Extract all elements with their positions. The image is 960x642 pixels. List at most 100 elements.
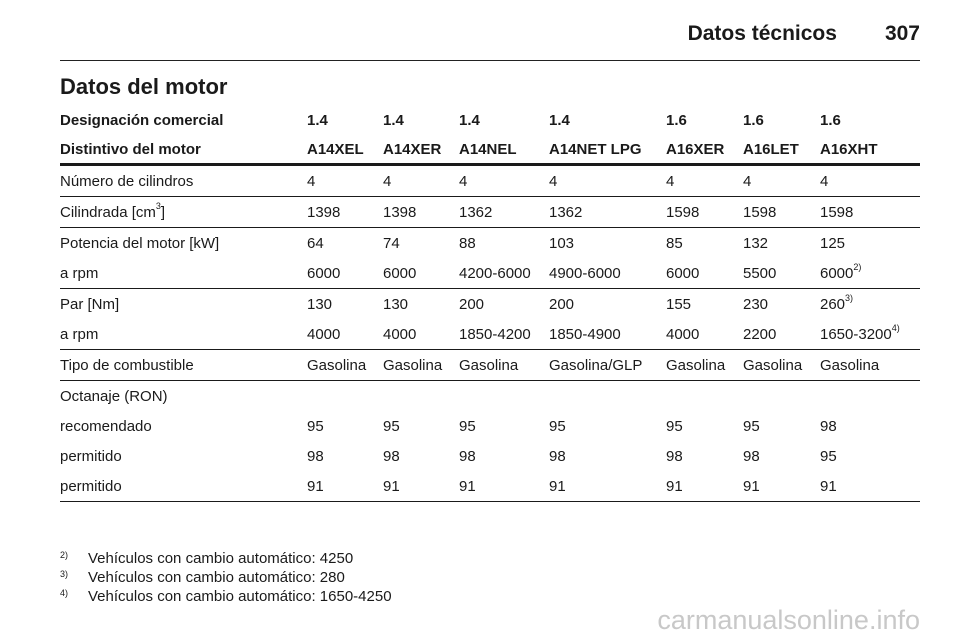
row-label: Tipo de combustible [60, 349, 307, 381]
value-cell: Gasolina/GLP [549, 349, 666, 381]
value-cell: 1598 [820, 196, 920, 228]
engine-code-cell: A16XHT [820, 135, 920, 166]
table-row: permitido 91 91 91 91 91 91 91 [60, 471, 920, 502]
row-label: permitido [60, 447, 122, 465]
value-cell: 132 [743, 234, 769, 252]
value-cell: 91 [383, 471, 459, 502]
designation-cell: 1.4 [549, 111, 570, 129]
value-cell: 98 [666, 447, 683, 465]
value-cell: 4 [459, 164, 549, 197]
value-cell: 4900-6000 [549, 258, 666, 289]
value-cell: 6000 [666, 258, 743, 289]
value-cell: 4000 [383, 319, 459, 350]
row-label: Cilindrada [cm3] [60, 196, 307, 228]
engine-code-cell: A14NEL [459, 135, 549, 166]
value-cell: 98 [459, 447, 476, 465]
designation-cell: 1.6 [820, 111, 841, 129]
engine-code-cell: A16LET [743, 135, 820, 166]
value-cell: 6000 [383, 258, 459, 289]
value-cell [383, 381, 459, 412]
value-cell: 4200-6000 [459, 258, 549, 289]
value-cell: 130 [383, 295, 409, 313]
engine-code-row: Distintivo del motor A14XEL A14XER A14NE… [60, 135, 920, 166]
value-cell: 230 [743, 295, 769, 313]
value-cell [666, 381, 743, 412]
footnote-ref: 2) [853, 261, 862, 272]
header-title: Datos técnicos [687, 22, 837, 45]
value-cell: 1362 [549, 196, 666, 228]
table-row: Tipo de combustible Gasolina Gasolina Gasol… [60, 349, 920, 381]
value-cell: 1398 [383, 196, 459, 228]
value-cell: 103 [549, 234, 575, 252]
value-cell: 4 [666, 164, 743, 197]
value-cell: 98 [549, 447, 566, 465]
engine-code-cell: A14XEL [307, 135, 383, 166]
value-cell [459, 381, 549, 412]
designation-cell: 1.4 [383, 111, 404, 129]
designation-row: Designación comercial 1.4 1.4 1.4 1.4 1.… [60, 105, 920, 135]
value-cell: 74 [383, 234, 400, 252]
value-cell: 2603) [820, 292, 854, 313]
watermark: carmanualsonline.info [657, 605, 920, 635]
value-cell: Gasolina [459, 349, 549, 381]
value-cell: 95 [307, 417, 324, 435]
value-cell [549, 381, 666, 412]
value-cell: 91 [820, 471, 920, 502]
page-header: Datos técnicos 307 [688, 22, 920, 46]
row-label: Potencia del motor [kW] [60, 234, 220, 252]
value-cell: 1362 [459, 196, 549, 228]
footnote-text: Vehículos con cambio automático: 1650-42… [88, 588, 392, 605]
value-cell: 6000 [307, 258, 383, 289]
value-cell [743, 381, 820, 412]
table-row: Número de cilindros 4 4 4 4 4 4 4 [60, 164, 920, 197]
value-cell: 1850-4200 [459, 319, 549, 350]
engine-code-cell: A16XER [666, 135, 743, 166]
value-cell: Gasolina [383, 349, 459, 381]
value-cell: 4000 [666, 319, 743, 350]
value-cell: 91 [307, 471, 383, 502]
engine-code-cell: A14XER [383, 135, 459, 166]
value-cell: 4 [549, 164, 666, 197]
value-cell: Gasolina [743, 349, 820, 381]
value-cell: 4 [307, 164, 383, 197]
value-cell: 91 [459, 471, 549, 502]
page-number: 307 [884, 22, 920, 45]
row-label: Par [Nm] [60, 295, 120, 313]
value-cell: 1850-4900 [549, 319, 666, 350]
table-row: permitido 98 98 98 98 98 98 95 [60, 441, 920, 471]
row-label: recomendado [60, 417, 152, 435]
value-cell: 64 [307, 234, 324, 252]
section-title: Datos del motor [60, 74, 228, 99]
value-cell: 200 [459, 295, 485, 313]
footnote-mark: 3) [60, 569, 69, 579]
value-cell [820, 381, 920, 412]
table-row: recomendado 95 95 95 95 95 95 98 [60, 411, 920, 441]
value-cell: 95 [666, 417, 683, 435]
value-cell: 4 [383, 164, 459, 197]
value-cell: 130 [307, 295, 333, 313]
designation-cell: 1.6 [743, 111, 764, 129]
designation-label: Designación comercial [60, 111, 224, 129]
footnote-ref: 4) [891, 322, 900, 333]
header-rule [60, 60, 920, 61]
footnote-ref: 3) [845, 292, 854, 303]
value-cell: 91 [549, 471, 666, 502]
value-cell: 95 [459, 417, 476, 435]
value-cell: 1598 [743, 196, 820, 228]
value-cell: 200 [549, 295, 575, 313]
value-cell: 91 [666, 471, 743, 502]
value-cell: 98 [820, 417, 837, 435]
value-cell: 60002) [820, 258, 920, 289]
table-row: Octanaje (RON) [60, 381, 920, 412]
value-cell: 4 [820, 164, 920, 197]
table-row: Cilindrada [cm3] 1398 1398 1362 1362 1598 1598… [60, 196, 920, 228]
value-cell: 95 [743, 417, 760, 435]
designation-cell: 1.4 [307, 111, 328, 129]
row-label: a rpm [60, 258, 307, 289]
value-cell: 1598 [666, 196, 743, 228]
row-label: Octanaje (RON) [60, 387, 168, 405]
value-cell: 85 [666, 234, 683, 252]
footnote-mark: 2) [60, 550, 69, 560]
value-cell: Gasolina [307, 349, 383, 381]
value-cell: 98 [307, 447, 324, 465]
